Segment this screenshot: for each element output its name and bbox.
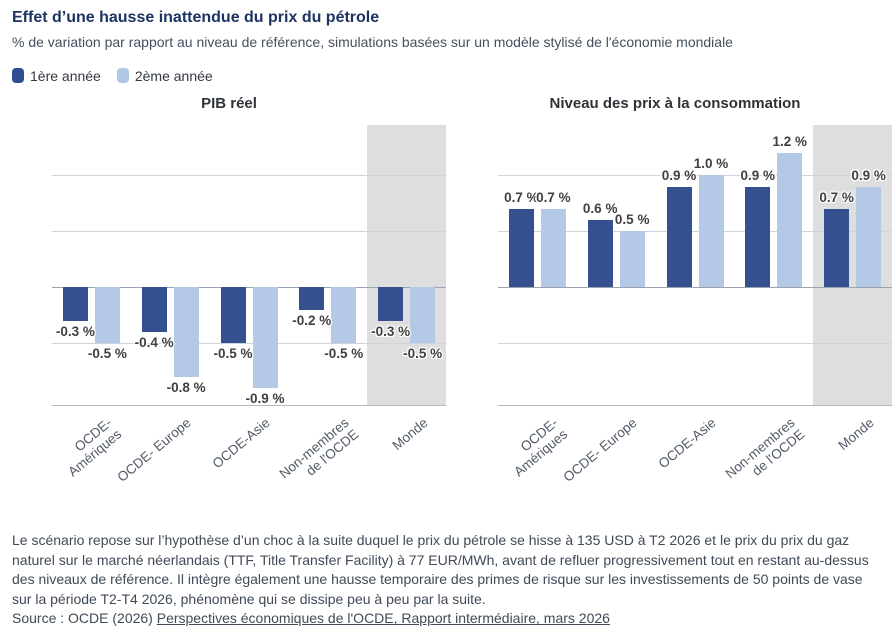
source-prefix: Source : OCDE (2026) bbox=[12, 610, 157, 627]
value-label: -0.5 % bbox=[403, 346, 443, 362]
plot-area: 0.7 % 0.7 % 0.6 % 0.5 % 0.9 % 1.0 % 0.9 % 1.2 %… bbox=[498, 125, 892, 406]
bar-year1 bbox=[378, 287, 404, 321]
bar-year1 bbox=[220, 287, 246, 344]
bar-year2 bbox=[698, 175, 724, 288]
gridline bbox=[52, 175, 446, 177]
gridline bbox=[52, 231, 446, 233]
value-label: 0.7 % bbox=[536, 190, 571, 205]
bar-year1 bbox=[62, 287, 88, 321]
chart-panel-2: Niveau des prix à la consommation 0.7 % 0.… bbox=[458, 94, 892, 516]
legend-item-1: 1ère année bbox=[12, 68, 101, 84]
value-label: 0.9 % bbox=[851, 167, 886, 183]
bar-year1 bbox=[508, 209, 534, 288]
bar-year1 bbox=[824, 209, 850, 288]
chart-title: Niveau des prix à la consommation bbox=[549, 94, 801, 112]
gridline bbox=[498, 175, 892, 177]
value-label: 1.0 % bbox=[693, 156, 729, 172]
value-label: -0.5 % bbox=[213, 346, 253, 362]
value-label: -0.5 % bbox=[324, 346, 364, 362]
bar-year1 bbox=[141, 287, 167, 333]
legend-swatch-icon bbox=[116, 68, 129, 83]
category-label: OCDE- Amériques bbox=[65, 415, 125, 480]
value-label: 0.6 % bbox=[582, 201, 618, 217]
value-label: -0.8 % bbox=[166, 380, 206, 395]
bar-year2 bbox=[173, 287, 199, 377]
source-link[interactable]: Perspectives économiques de l'OCDE, Rapp… bbox=[156, 610, 610, 627]
gridline bbox=[52, 343, 446, 345]
legend-label: 1ère année bbox=[30, 67, 101, 84]
chart-title: PIB réel bbox=[201, 94, 257, 112]
page-title: Effet d’une hausse inattendue du prix du… bbox=[12, 9, 380, 26]
bar-year2 bbox=[856, 186, 882, 288]
chart-legend: 1ère année 2ème année bbox=[12, 67, 880, 85]
value-label: 0.7 % bbox=[819, 190, 854, 205]
highlight-band bbox=[367, 125, 446, 405]
category-label: OCDE- Amériques bbox=[511, 415, 571, 480]
category-axis: OCDE- Amériques OCDE- Europe OCDE-Asie Non-… bbox=[52, 405, 446, 515]
bar-year2 bbox=[619, 231, 645, 288]
value-label: 0.5 % bbox=[614, 212, 650, 228]
bar-year1 bbox=[587, 220, 613, 288]
value-label: 1.2 % bbox=[772, 134, 808, 149]
plot-area: -0.3 % -0.5 % -0.4 % -0.8 % -0.5 % -0.9 % -0.2… bbox=[52, 125, 446, 407]
category-axis: OCDE- Amériques OCDE- Europe OCDE-Asie Non-… bbox=[498, 405, 892, 515]
bar-year2 bbox=[252, 287, 278, 389]
page-subtitle: % de variation par rapport au niveau de … bbox=[12, 34, 733, 50]
bar-year1 bbox=[299, 287, 325, 310]
charts-row: PIB réel -0.3 % -0.5 % -0.4 % -0.8 % -0.5 % -0… bbox=[12, 94, 892, 516]
bar-year1 bbox=[745, 186, 771, 288]
x-axis-line bbox=[52, 405, 446, 406]
value-label: 0.9 % bbox=[740, 167, 776, 183]
x-axis-line bbox=[498, 405, 892, 406]
value-label: 0.7 % bbox=[504, 190, 539, 205]
zero-line bbox=[52, 287, 446, 289]
gridline bbox=[498, 343, 892, 345]
footnote: Le scénario repose sur l’hypothèse d’un … bbox=[12, 532, 869, 607]
source-line: Source : OCDE (2026) Perspectives économ… bbox=[12, 609, 880, 629]
value-label: -0.9 % bbox=[245, 391, 285, 407]
bar-year2 bbox=[410, 287, 436, 344]
value-label: -0.4 % bbox=[134, 335, 174, 351]
legend-item-2: 2ème année bbox=[116, 67, 213, 84]
bar-year2 bbox=[777, 153, 803, 288]
bar-year2 bbox=[540, 209, 566, 288]
value-label: -0.3 % bbox=[371, 324, 411, 339]
value-label: -0.5 % bbox=[87, 346, 127, 362]
bar-year1 bbox=[666, 186, 692, 288]
value-label: -0.2 % bbox=[292, 312, 332, 328]
legend-swatch-icon bbox=[12, 68, 24, 83]
chart-panel-1: PIB réel -0.3 % -0.5 % -0.4 % -0.8 % -0.5 % -0… bbox=[12, 94, 446, 516]
gridline bbox=[498, 231, 892, 233]
legend-label: 2ème année bbox=[134, 67, 213, 84]
value-label: 0.9 % bbox=[661, 167, 697, 183]
bar-year2 bbox=[331, 287, 357, 344]
zero-line bbox=[498, 287, 892, 289]
bar-year2 bbox=[94, 287, 120, 344]
value-label: -0.3 % bbox=[55, 324, 95, 339]
